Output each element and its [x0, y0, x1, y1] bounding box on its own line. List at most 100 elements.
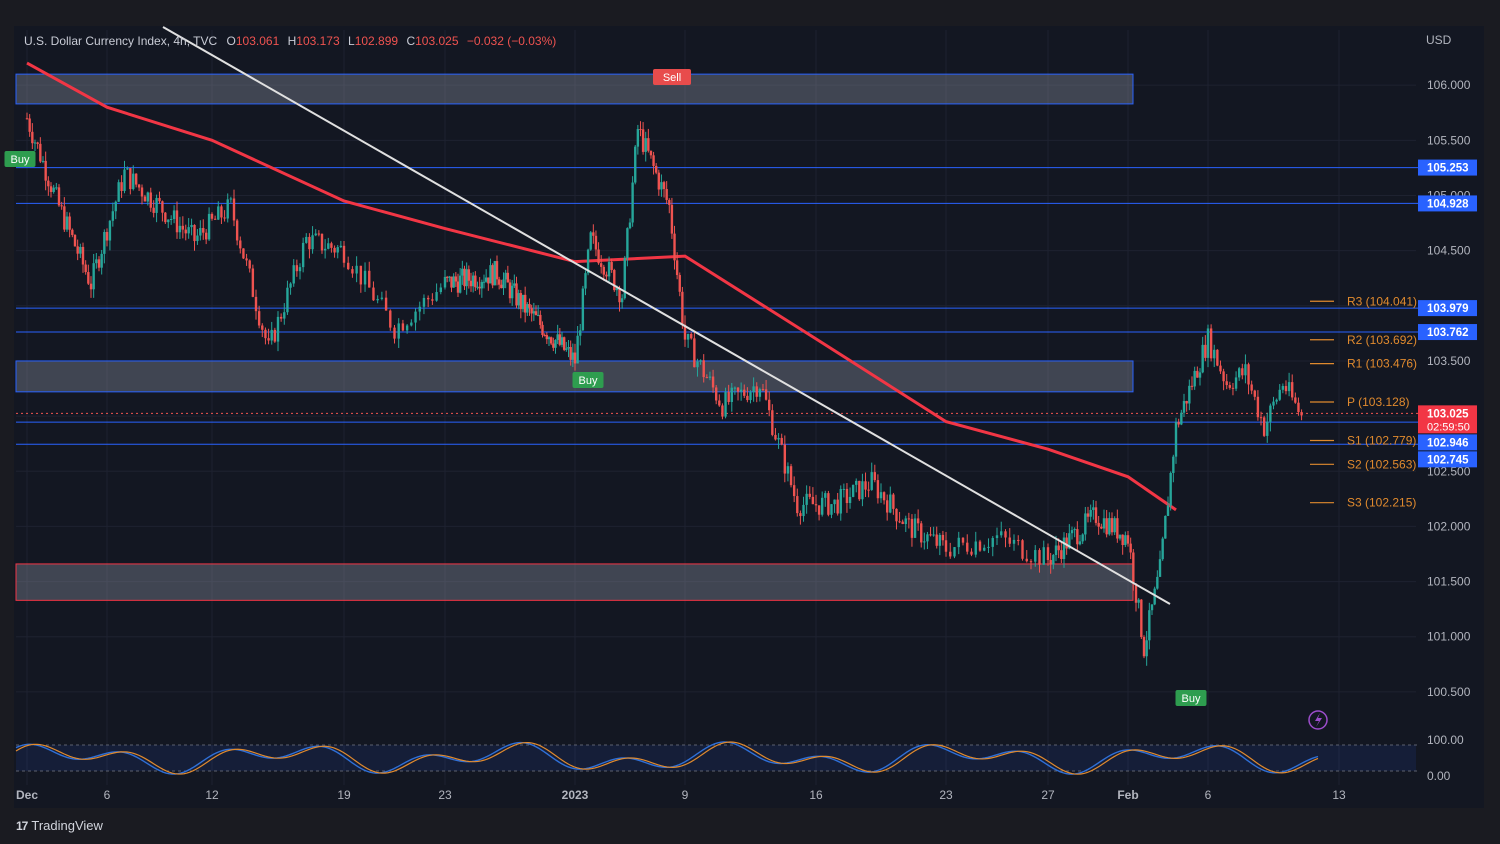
- osc-tick: 100.00: [1427, 733, 1464, 747]
- candle-body: [368, 270, 371, 288]
- candle-body: [513, 283, 516, 286]
- candle-body: [543, 335, 546, 337]
- candle-body: [497, 279, 501, 285]
- candle-body: [289, 283, 292, 288]
- candle-body: [1177, 422, 1180, 425]
- candle-body: [418, 306, 421, 312]
- candle-body: [245, 258, 248, 261]
- candle-body: [410, 322, 413, 326]
- candle-body: [957, 537, 960, 548]
- candle-body: [454, 276, 458, 282]
- candle-body: [132, 173, 135, 190]
- candle-body: [439, 287, 442, 293]
- candle-body: [558, 334, 562, 345]
- candle-body: [613, 269, 616, 291]
- price-tick: 103.500: [1427, 354, 1471, 368]
- candle-body: [652, 155, 655, 166]
- sell-marker: [653, 69, 691, 85]
- candle-body: [768, 399, 771, 411]
- candle-body: [320, 233, 324, 251]
- candle-body: [584, 273, 587, 289]
- trendline[interactable]: [162, 26, 1171, 605]
- candle-body: [323, 248, 327, 251]
- candle-body: [506, 272, 510, 283]
- candle-body: [639, 129, 642, 131]
- candle-body: [836, 499, 839, 514]
- candles: [25, 112, 1303, 666]
- price-badge: [1418, 324, 1477, 341]
- candle-body: [111, 211, 115, 221]
- candle-body: [1180, 412, 1183, 425]
- candle-body: [552, 343, 555, 348]
- time-tick: 12: [205, 788, 219, 802]
- candle-body: [1034, 550, 1037, 562]
- open-value: 103.061: [236, 34, 280, 48]
- candle-body: [898, 521, 901, 523]
- candle-body: [105, 232, 109, 241]
- candle-body: [347, 262, 350, 270]
- candle-body: [199, 228, 202, 236]
- pivot-label: R3 (104.041): [1347, 294, 1417, 308]
- candle-body: [493, 261, 497, 286]
- candle-body: [355, 265, 358, 274]
- tradingview-brand[interactable]: 17 TradingView: [16, 818, 103, 833]
- price-badge: [1418, 159, 1477, 176]
- candle-body: [510, 285, 514, 299]
- candle-body: [471, 275, 475, 287]
- candle-body: [1148, 610, 1151, 641]
- candle-body: [571, 352, 575, 360]
- candle-body: [907, 518, 911, 520]
- price-tick: 102.500: [1427, 464, 1471, 478]
- candle-body: [532, 311, 536, 314]
- candle-body: [1004, 531, 1007, 538]
- time-tick: 9: [682, 788, 689, 802]
- candle-body: [932, 534, 935, 536]
- candle-body: [545, 335, 549, 340]
- candle-body: [526, 304, 529, 313]
- candle-body: [923, 541, 926, 543]
- candle-body: [549, 337, 553, 344]
- candle-body: [1204, 344, 1207, 358]
- time-axis[interactable]: Dec 6 12 19 23 2023 9 16 23 27 Feb 6 13: [16, 788, 1346, 802]
- candle-body: [1198, 372, 1202, 378]
- price-axis[interactable]: 106.000105.500105.000104.500103.500102.5…: [1418, 78, 1477, 699]
- candle-body: [1073, 529, 1076, 531]
- candle-body: [724, 392, 727, 417]
- candle-body: [861, 481, 864, 500]
- candle-body: [1042, 547, 1045, 565]
- candle-body: [966, 542, 969, 552]
- candle-body: [1132, 552, 1135, 584]
- candle-body: [675, 260, 679, 276]
- price-badge-label: 105.253: [1427, 163, 1469, 175]
- candle-body: [892, 494, 895, 509]
- candle-body: [175, 210, 179, 233]
- candle-body: [327, 243, 330, 249]
- lightning-icon[interactable]: [1308, 710, 1328, 730]
- candle-body: [1172, 456, 1175, 473]
- candle-body: [1137, 599, 1140, 603]
- candle-body: [974, 541, 977, 555]
- candle-body: [833, 499, 836, 505]
- price-badge-label: 102.946: [1427, 437, 1469, 449]
- candle-body: [97, 259, 101, 268]
- candle-body: [1081, 534, 1084, 542]
- price-badge-label: 103.979: [1427, 303, 1469, 315]
- candle-body: [1269, 405, 1272, 422]
- candle-body: [1266, 421, 1269, 436]
- candle-body: [79, 246, 82, 254]
- candle-body: [1046, 547, 1050, 561]
- candle-body: [1253, 390, 1256, 397]
- candle-body: [422, 297, 426, 307]
- candle-body: [1196, 370, 1199, 378]
- candle-body: [49, 186, 53, 192]
- candle-body: [1102, 518, 1106, 529]
- candle-body: [895, 508, 898, 522]
- candle-body: [961, 537, 965, 543]
- candle-body: [448, 276, 451, 278]
- candle-body: [1161, 538, 1164, 560]
- candle-body: [1164, 515, 1167, 539]
- candle-body: [1262, 417, 1266, 436]
- candle-body: [1124, 535, 1127, 546]
- candle-body: [336, 247, 339, 253]
